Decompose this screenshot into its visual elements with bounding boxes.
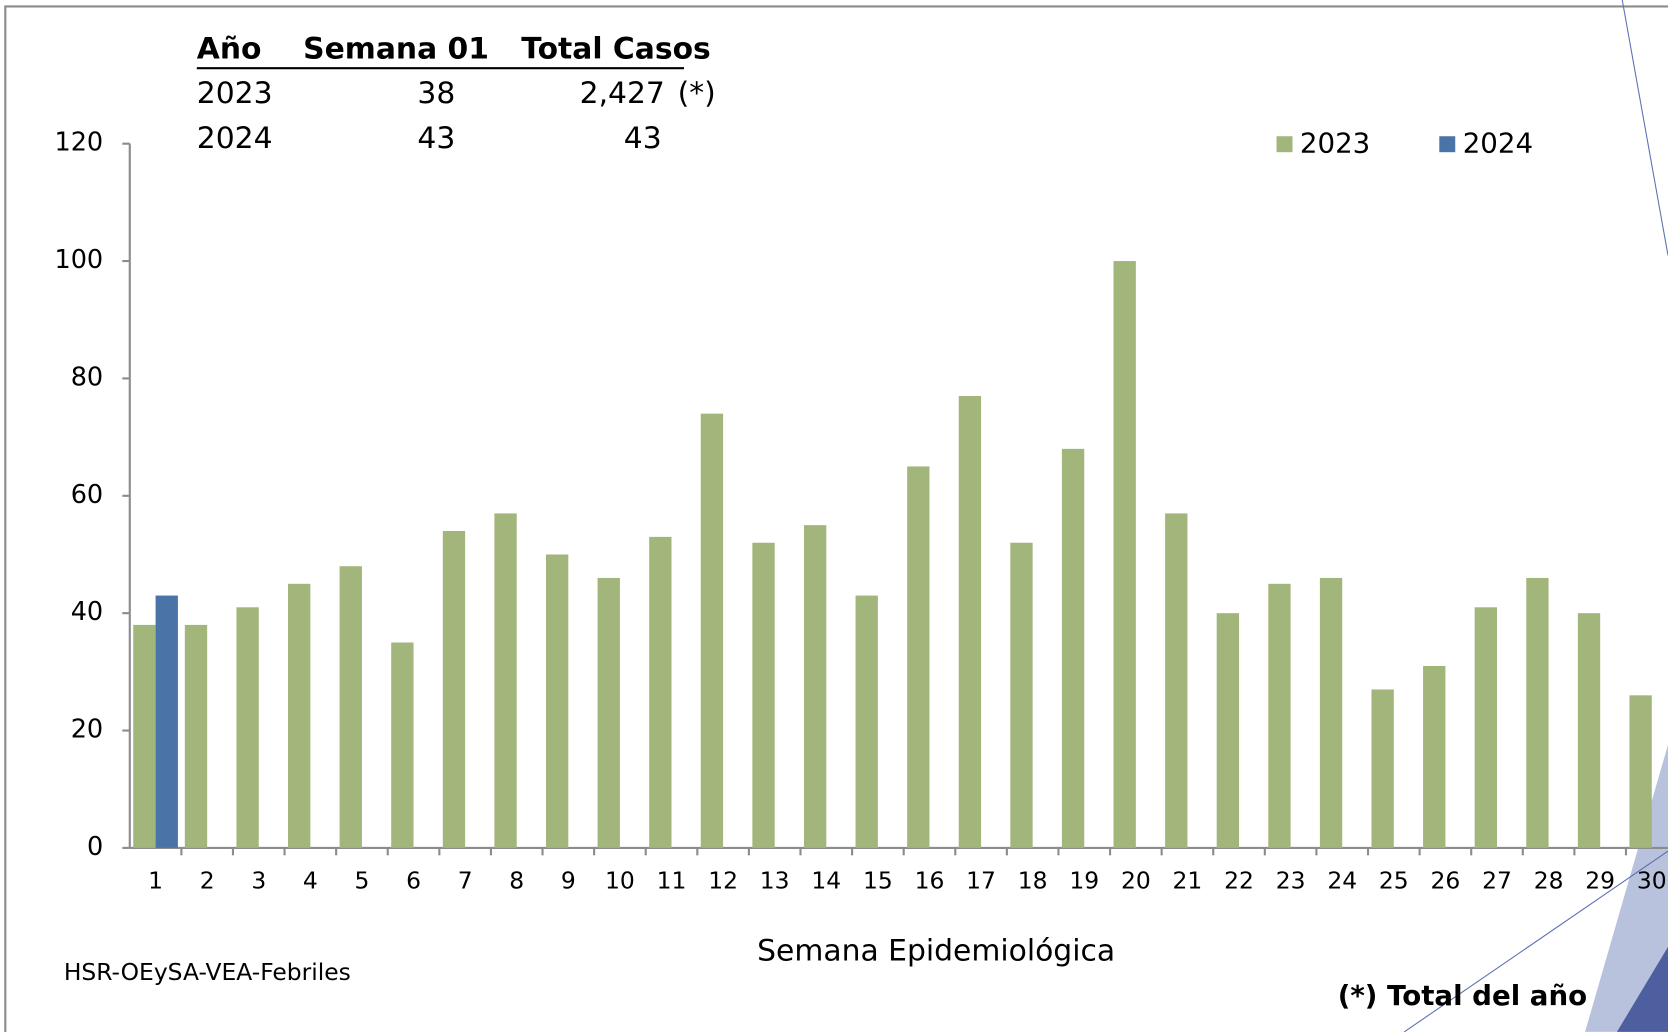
x-tick-label: 21 bbox=[1173, 866, 1203, 894]
decor bbox=[1621, 0, 1668, 256]
x-axis-label: Semana Epidemiológica bbox=[757, 934, 1115, 969]
x-tick-label: 8 bbox=[509, 866, 524, 894]
x-tick-label: 20 bbox=[1121, 866, 1151, 894]
bar bbox=[1371, 689, 1394, 848]
y-tick-label: 20 bbox=[71, 715, 103, 745]
bar bbox=[752, 542, 775, 848]
x-tick-label: 13 bbox=[760, 866, 790, 894]
x-tick-label: 24 bbox=[1327, 866, 1357, 894]
x-tick-label: 7 bbox=[458, 866, 473, 894]
x-tick-label: 11 bbox=[657, 866, 687, 894]
decor bbox=[1403, 850, 1668, 1032]
x-tick-label: 5 bbox=[355, 866, 370, 894]
x-tick-label: 15 bbox=[863, 866, 893, 894]
table-cell: 2024 bbox=[197, 121, 273, 156]
x-tick-label: 27 bbox=[1482, 866, 1512, 894]
table-cell: 38 bbox=[417, 76, 455, 111]
bar bbox=[545, 554, 569, 848]
x-tick-label: 4 bbox=[303, 866, 318, 894]
bar bbox=[1216, 613, 1240, 848]
x-tick-label: 26 bbox=[1431, 866, 1461, 894]
x-tick-label: 30 bbox=[1637, 866, 1667, 894]
x-tick-label: 6 bbox=[406, 866, 421, 894]
x-tick-label: 28 bbox=[1534, 866, 1564, 894]
x-tick-label: 29 bbox=[1585, 866, 1615, 894]
bar bbox=[1526, 577, 1549, 848]
bar bbox=[1423, 665, 1446, 848]
bar bbox=[649, 536, 672, 848]
x-tick-label: 2 bbox=[200, 866, 215, 894]
bar bbox=[339, 566, 362, 848]
table-cell: 2023 bbox=[197, 76, 273, 111]
bar bbox=[442, 530, 466, 848]
y-tick-label: 120 bbox=[54, 128, 103, 158]
table-header: Semana 01 bbox=[303, 32, 489, 67]
x-tick-label: 1 bbox=[148, 866, 163, 894]
bar bbox=[1113, 261, 1136, 848]
x-tick-label: 23 bbox=[1276, 866, 1306, 894]
x-tick-label: 19 bbox=[1069, 866, 1099, 894]
bar bbox=[907, 466, 930, 848]
bar bbox=[597, 577, 620, 848]
bar bbox=[1629, 695, 1652, 848]
table-cell: 2,427 bbox=[580, 76, 665, 111]
y-tick-label: 80 bbox=[71, 362, 103, 392]
table-header: Año bbox=[197, 32, 262, 67]
frame bbox=[4, 5, 1668, 1032]
bar bbox=[288, 583, 311, 848]
legend-swatch bbox=[1276, 136, 1293, 153]
x-tick-label: 18 bbox=[1018, 866, 1048, 894]
x-tick-label: 3 bbox=[251, 866, 266, 894]
legend-swatch bbox=[1439, 136, 1456, 153]
bar bbox=[184, 624, 208, 848]
table-cell: 43 bbox=[624, 121, 662, 156]
table-cell: (*) bbox=[678, 76, 716, 111]
bar bbox=[803, 525, 827, 848]
table-cell: 43 bbox=[417, 121, 455, 156]
x-tick-label: 25 bbox=[1379, 866, 1409, 894]
y-tick-label: 60 bbox=[71, 480, 103, 510]
bar bbox=[1010, 542, 1033, 848]
legend-label: 2023 bbox=[1300, 127, 1370, 160]
bar bbox=[1165, 513, 1188, 848]
bar bbox=[133, 624, 156, 848]
y-tick-label: 0 bbox=[87, 832, 103, 862]
bar bbox=[700, 413, 724, 848]
bar bbox=[1061, 448, 1085, 848]
x-tick-label: 16 bbox=[915, 866, 945, 894]
bar bbox=[391, 642, 414, 848]
bar bbox=[1268, 583, 1291, 848]
x-tick-label: 22 bbox=[1224, 866, 1254, 894]
bar bbox=[1474, 607, 1497, 848]
bar bbox=[855, 595, 878, 848]
x-tick-label: 10 bbox=[605, 866, 635, 894]
table-header: Total Casos bbox=[521, 32, 711, 67]
x-tick-label: 17 bbox=[966, 866, 996, 894]
bar bbox=[958, 396, 982, 848]
x-tick-label: 12 bbox=[708, 866, 738, 894]
bar bbox=[1577, 613, 1601, 848]
bar bbox=[236, 607, 259, 848]
legend-label: 2024 bbox=[1463, 127, 1533, 160]
x-tick-label: 9 bbox=[561, 866, 576, 894]
source: HSR-OEySA-VEA-Febriles bbox=[64, 958, 351, 986]
bar bbox=[155, 595, 178, 848]
bar bbox=[494, 513, 517, 848]
x-tick-label: 14 bbox=[811, 866, 841, 894]
y-tick-label: 40 bbox=[71, 597, 103, 627]
footnote: (*) Total del año bbox=[1338, 979, 1587, 1012]
bar bbox=[1319, 577, 1343, 848]
y-tick-label: 100 bbox=[54, 245, 103, 275]
